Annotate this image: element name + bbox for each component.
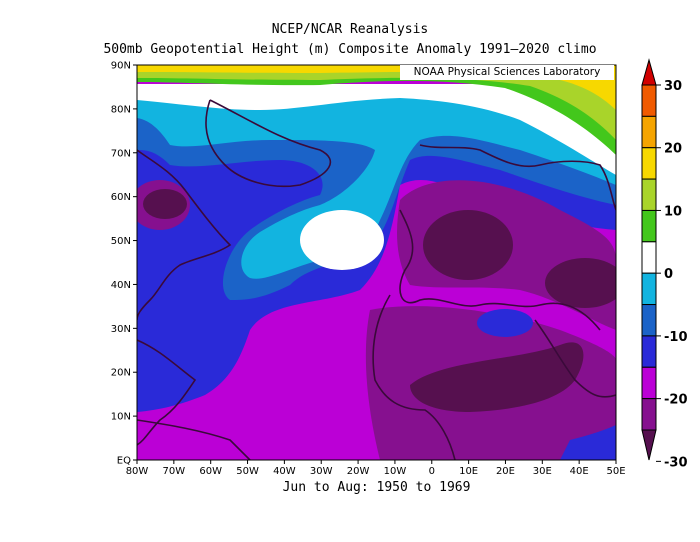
lat-tick-label: 80N (111, 104, 131, 115)
lon-tick-label: 10W (384, 466, 407, 477)
lon-tick-label: 30E (533, 466, 552, 477)
colorbar-swatch (642, 116, 656, 147)
colorbar-label: 30 (664, 79, 682, 94)
colorbar-bottom-arrow (642, 430, 656, 460)
lon-tick-label: 40W (273, 466, 296, 477)
colorbar-swatch (642, 336, 656, 367)
lat-tick-label: 60N (111, 192, 131, 203)
fill-region-m30-caspian (545, 258, 625, 308)
lon-tick-label: 70W (163, 466, 186, 477)
latitude-axis: 90N 80N 70N 60N 50N 40N 30N 20N 10N EQ (111, 61, 137, 467)
credit-label: NOAA Physical Sciences Laboratory (400, 65, 614, 80)
fill-region-0-atlantic (300, 210, 384, 270)
colorbar-top-arrow (642, 60, 656, 85)
lat-tick-label: 40N (111, 280, 131, 291)
lon-tick-label: 10E (459, 466, 478, 477)
colorbar-label: 20 (664, 142, 682, 157)
longitude-axis: 80W 70W 60W 50W 40W 30W 20W 10W 0 10E 20E 30E 40E 50E (126, 460, 626, 477)
lon-tick-label: 20E (496, 466, 515, 477)
lat-tick-label: 30N (111, 324, 131, 335)
colorbar-swatch (642, 210, 656, 241)
colorbar-swatch (642, 367, 656, 398)
colorbar-swatch (642, 242, 656, 273)
lon-tick-label: 40E (570, 466, 589, 477)
colorbar-swatch (642, 305, 656, 336)
colorbar-label: -20 (664, 393, 688, 408)
lat-tick-label: 90N (111, 61, 131, 72)
lon-tick-label: 50W (236, 466, 259, 477)
colorbar-swatch (642, 273, 656, 304)
colorbar-label: 0 (664, 267, 673, 282)
lon-tick-label: 60W (199, 466, 222, 477)
fill-region-m30-labrador (143, 189, 187, 219)
colorbar-label: 10 (664, 204, 682, 219)
lat-tick-label: 50N (111, 236, 131, 247)
lat-tick-label: 70N (111, 148, 131, 159)
fill-region-m20-libya (477, 309, 533, 337)
lon-tick-label: 80W (126, 466, 149, 477)
lat-tick-label: EQ (117, 456, 131, 467)
lon-tick-label: 50E (606, 466, 625, 477)
colorbar: 30 20 10 0 -10 -20 -30 (642, 60, 688, 470)
colorbar-label: -30 (664, 455, 688, 470)
anomaly-fill (130, 65, 625, 460)
colorbar-swatch (642, 399, 656, 430)
lat-tick-label: 20N (111, 368, 131, 379)
colorbar-swatch (642, 148, 656, 179)
colorbar-swatch (642, 179, 656, 210)
colorbar-label: -10 (664, 330, 688, 345)
lat-tick-label: 10N (111, 412, 131, 423)
period-label: Jun to Aug: 1950 to 1969 (137, 480, 616, 495)
lon-tick-label: 0 (429, 466, 435, 477)
colorbar-swatch (642, 85, 656, 116)
lon-tick-label: 30W (310, 466, 333, 477)
fill-region-m30-europe (423, 210, 513, 280)
lon-tick-label: 20W (347, 466, 370, 477)
